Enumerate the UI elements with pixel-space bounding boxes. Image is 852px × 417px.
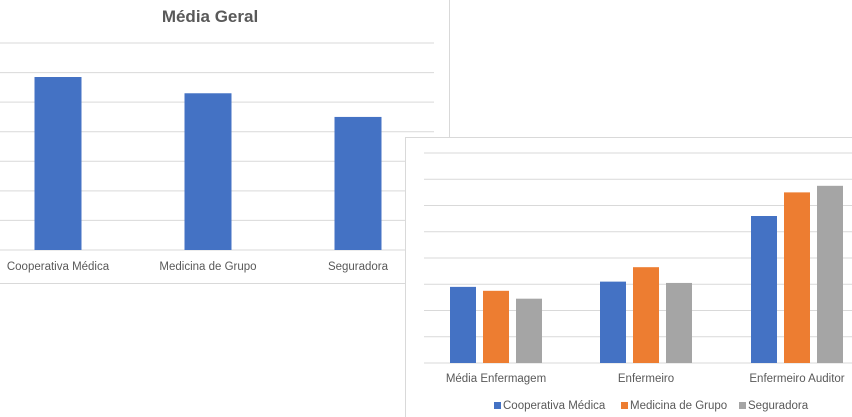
bar [600,281,626,363]
chart-title: Média Geral [162,7,258,26]
bar [784,192,810,363]
bar [666,282,692,363]
legend-label: Cooperativa Médica [503,400,606,412]
legend-swatch [621,402,628,409]
x-axis-labels: Cooperativa Médica Medicina de Grupo Segur… [7,261,389,273]
x-tick-label: Cooperativa Médica [7,261,110,273]
legend: Cooperativa Médica Medicina de Grupo Segur… [494,400,809,412]
x-axis-labels: Média Enfermagem Enfermeiro Enfermeiro Aud… [446,373,845,385]
media-geral-chart-svg: Média Geral Cooperativa Médica Medicina d… [0,7,434,273]
bar [334,116,382,250]
grouped-chart-svg: Média Enfermagem Enfermeiro Enfermeiro Aud… [424,152,852,412]
bar [184,93,232,251]
bar [751,216,777,363]
bar [633,267,659,363]
bars [450,185,843,363]
x-tick-label: Enfermeiro [618,373,674,385]
x-tick-label: Média Enfermagem [446,373,546,385]
bar [450,286,476,363]
bar [34,77,82,250]
legend-swatch [494,402,501,409]
x-tick-label: Enfermeiro Auditor [749,373,844,385]
bar [483,290,509,363]
legend-swatch [739,402,746,409]
bar [516,298,542,363]
x-tick-label: Medicina de Grupo [159,261,256,273]
grouped-chart-panel: Média Enfermagem Enfermeiro Enfermeiro Aud… [405,137,852,417]
media-geral-chart-panel: Média Geral Cooperativa Médica Medicina d… [0,0,450,284]
x-tick-label: Seguradora [328,261,389,273]
legend-label: Medicina de Grupo [630,400,727,412]
bars [34,77,382,251]
legend-label: Seguradora [748,400,809,412]
bar [817,185,843,363]
